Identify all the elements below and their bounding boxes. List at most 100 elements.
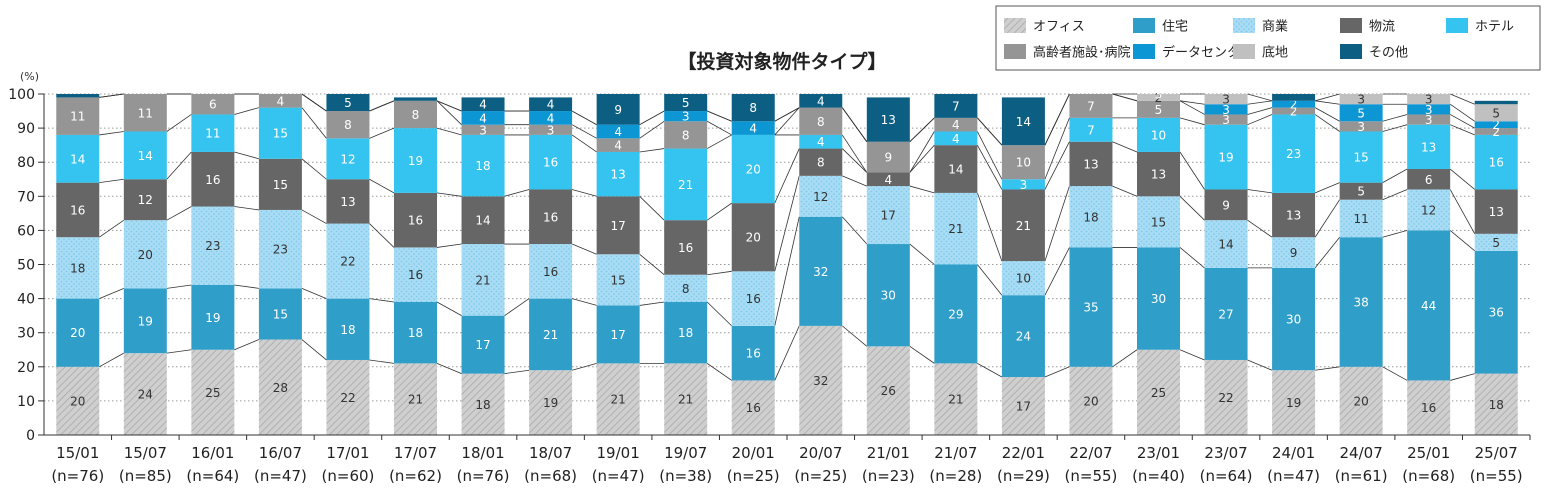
connector-line [1314, 93, 1340, 102]
connector-line [1450, 93, 1475, 105]
bar-segment [123, 131, 167, 180]
connector-line [977, 117, 1003, 146]
data-label: 21 [948, 222, 963, 236]
x-tick-label: 19/07 [664, 444, 707, 462]
bar-segment [934, 117, 978, 132]
connector-line [706, 363, 732, 381]
connector-line [639, 120, 665, 139]
data-label: 14 [1016, 115, 1031, 129]
data-label: 2 [1492, 125, 1500, 139]
data-label: 5 [1357, 185, 1365, 199]
connector-line [99, 288, 124, 299]
connector-line [1179, 247, 1205, 269]
data-label: 6 [1425, 173, 1433, 187]
data-label: 18 [408, 326, 423, 340]
bar-segment [326, 94, 370, 112]
data-label: 16 [678, 241, 693, 255]
connector-line [369, 223, 395, 248]
bar-segment [664, 274, 708, 303]
bar-segment [1204, 94, 1248, 105]
bar-segment [461, 97, 505, 112]
bar-segment [731, 271, 775, 326]
data-label: 4 [479, 98, 487, 112]
data-label: 16 [408, 268, 423, 282]
bar-segment [934, 192, 978, 265]
bar-segment [191, 151, 235, 207]
data-label: 22 [340, 255, 355, 269]
bar-segment [461, 244, 505, 316]
connector-line [909, 144, 935, 173]
connector-line [166, 284, 192, 289]
connector-line [1449, 189, 1476, 235]
bar-segment [1474, 100, 1518, 105]
connector-line [707, 110, 732, 122]
bar-segment [866, 172, 910, 187]
data-label: 12 [813, 190, 828, 204]
bar-segment [529, 298, 573, 371]
data-label: 20 [746, 163, 761, 177]
bar-segment [799, 107, 843, 135]
connector-line [1179, 196, 1205, 221]
connector-line [1450, 124, 1475, 136]
bar-segment [529, 111, 573, 125]
connector-line [301, 288, 327, 299]
data-label: 13 [1489, 205, 1504, 219]
legend-label: ホテル [1475, 20, 1514, 35]
connector-line [1449, 168, 1475, 190]
connector-line [99, 352, 125, 368]
bar-segment [1339, 366, 1383, 435]
connector-line [1314, 107, 1340, 122]
data-label: 21 [678, 178, 693, 192]
bar-segment [56, 366, 100, 435]
legend-swatch [1004, 44, 1026, 59]
connector-line [234, 339, 260, 351]
connector-line [909, 117, 935, 143]
data-label: 21 [948, 393, 963, 407]
data-label: 16 [746, 347, 761, 361]
y-axis-unit: (%) [20, 70, 39, 83]
data-label: 11 [70, 110, 85, 124]
connector-line [842, 325, 868, 347]
data-label: 16 [408, 214, 423, 228]
data-label: 3 [682, 110, 690, 124]
bar-segment [461, 134, 505, 197]
bar-segment [1474, 373, 1518, 435]
legend-label: オフィス [1033, 20, 1085, 35]
connector-line [1179, 100, 1205, 115]
data-label: 16 [543, 265, 558, 279]
data-label: 2 [1492, 118, 1500, 132]
data-label: 18 [70, 261, 85, 275]
connector-line [1044, 117, 1070, 180]
data-label: 12 [138, 193, 153, 207]
data-label: 14 [70, 152, 85, 166]
bar-segment [394, 302, 437, 364]
bar-segment [934, 264, 978, 364]
connector-line [706, 301, 733, 327]
data-label: 25 [205, 386, 220, 400]
connector-line [1044, 141, 1070, 190]
connector-line [1315, 100, 1340, 105]
connector-line [1247, 114, 1273, 126]
x-tick-label: 16/01 [191, 444, 234, 462]
data-label: 4 [547, 98, 555, 112]
bar-segment [1204, 220, 1248, 268]
data-label: 3 [1425, 113, 1433, 127]
bar-segment [596, 94, 640, 125]
data-label: 36 [1489, 306, 1504, 320]
bar-segment [596, 363, 640, 435]
connector-line [436, 363, 462, 374]
connector-line [1044, 93, 1070, 146]
sample-size-label: (n=62) [389, 467, 442, 485]
bar-segment [461, 111, 505, 125]
y-tick-label: 80 [17, 155, 35, 171]
bar-segment [56, 97, 100, 135]
bar-segment [1069, 366, 1113, 435]
data-label: 11 [205, 127, 220, 141]
data-label: 23 [1286, 147, 1301, 161]
connector-line [1314, 114, 1340, 132]
bar-segment [866, 141, 910, 173]
bar-segment [394, 100, 437, 129]
data-label: 28 [273, 381, 288, 395]
chart-title: 【投資対象物件タイプ】 [677, 50, 886, 73]
data-label: 4 [479, 111, 487, 125]
